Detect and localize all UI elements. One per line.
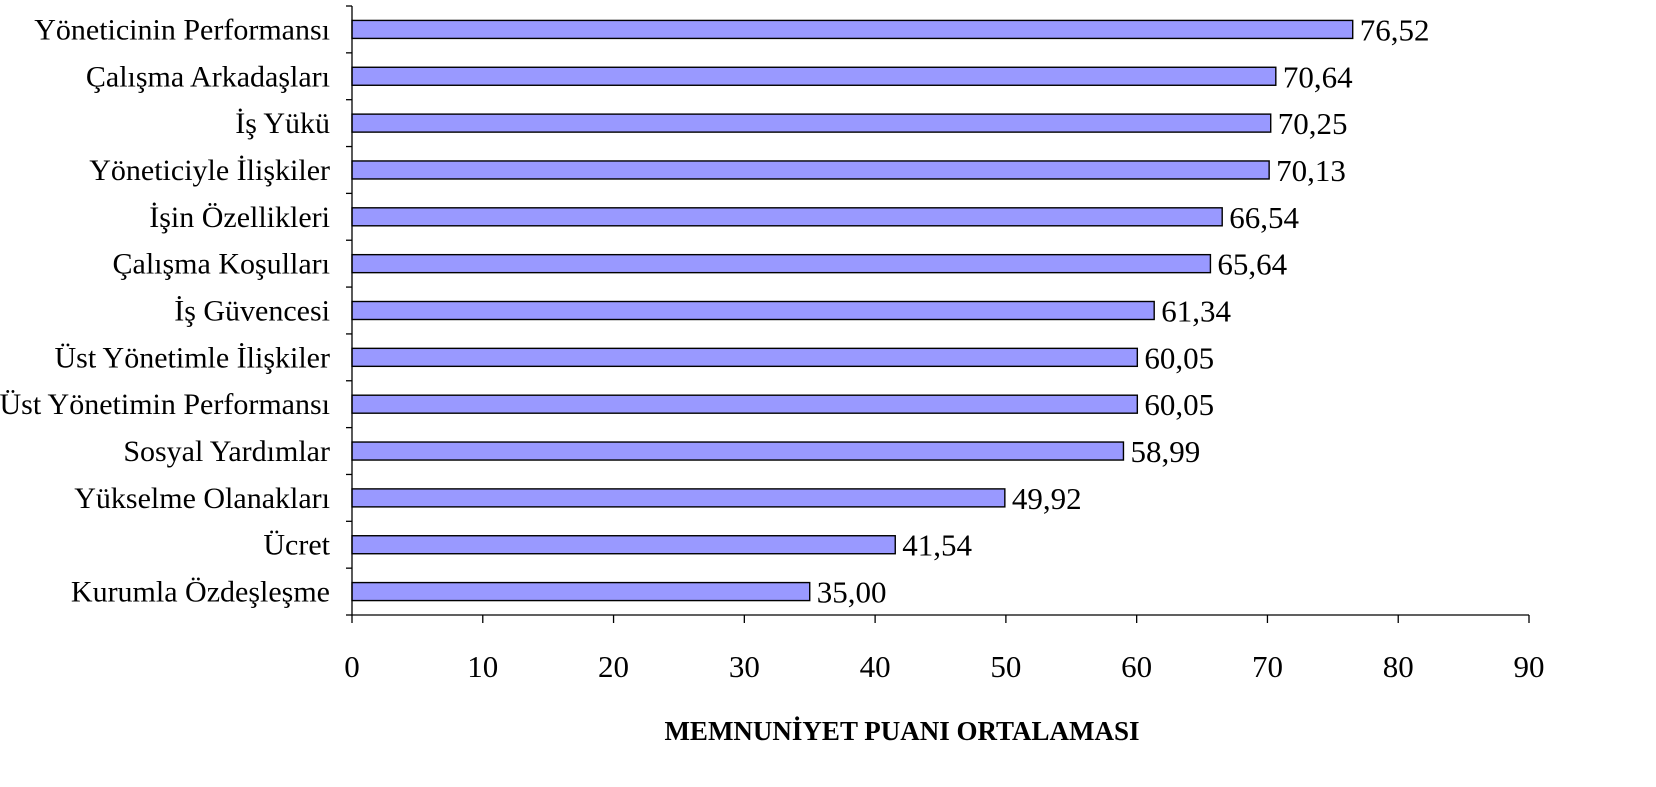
bar [351, 394, 1139, 414]
category-label: Çalışma Koşulları [113, 248, 330, 281]
x-tick-label: 20 [598, 649, 629, 684]
x-tick-label: 90 [1514, 649, 1545, 684]
data-label: 35,00 [817, 575, 887, 610]
x-tick-label: 60 [1121, 649, 1152, 684]
bar [351, 441, 1125, 461]
category-label: Üst Yönetimin Performansı [0, 388, 330, 421]
bar [351, 160, 1270, 180]
data-label: 60,05 [1144, 387, 1214, 422]
data-label: 60,05 [1144, 340, 1214, 375]
bar [351, 488, 1006, 508]
data-label: 70,13 [1276, 153, 1346, 188]
data-label: 41,54 [902, 528, 972, 563]
x-tick-label: 70 [1252, 649, 1283, 684]
x-tick-label: 10 [467, 649, 498, 684]
x-tick-labels: 0 10 20 30 40 50 60 70 80 90 [344, 649, 1544, 684]
category-label: Yöneticiyle İlişkiler [89, 154, 330, 187]
category-label: Kurumla Özdeşleşme [71, 576, 330, 609]
category-label: Yöneticinin Performansı [34, 13, 330, 46]
category-label: İş Güvencesi [174, 295, 330, 328]
bar [351, 347, 1139, 368]
x-axis-title: MEMNUNİYET PUANI ORTALAMASI [664, 716, 1139, 746]
bar [351, 19, 1354, 40]
x-tick-label: 30 [729, 649, 760, 684]
category-labels: Yöneticinin Performansı Çalışma Arkadaşla… [0, 13, 331, 608]
bar [351, 207, 1223, 227]
category-label: Yükselme Olanakları [74, 482, 330, 515]
category-label: Üst Yönetimle İlişkiler [54, 341, 330, 374]
x-tick-label: 80 [1383, 649, 1414, 684]
bar [351, 581, 811, 602]
category-label: Ücret [263, 529, 330, 562]
data-label: 70,25 [1278, 106, 1348, 141]
data-label: 65,64 [1217, 247, 1287, 282]
x-tick-label: 50 [990, 649, 1021, 684]
category-label: İş Yükü [235, 107, 330, 140]
axes [346, 5, 1530, 623]
data-label: 49,92 [1012, 481, 1082, 516]
data-label: 66,54 [1229, 200, 1299, 235]
category-label: Çalışma Arkadaşları [86, 60, 330, 93]
category-label: İşin Özellikleri [149, 201, 330, 234]
bar [351, 66, 1277, 86]
x-tick-label: 40 [860, 649, 891, 684]
bar [351, 113, 1272, 133]
bar [351, 535, 896, 555]
bar [351, 253, 1212, 274]
x-tick-label: 0 [344, 649, 360, 684]
data-label: 58,99 [1130, 434, 1200, 469]
data-label: 76,52 [1360, 12, 1430, 47]
category-label: Sosyal Yardımlar [123, 435, 330, 468]
data-label: 61,34 [1161, 294, 1231, 329]
bar [351, 300, 1155, 321]
data-label: 70,64 [1283, 59, 1353, 94]
